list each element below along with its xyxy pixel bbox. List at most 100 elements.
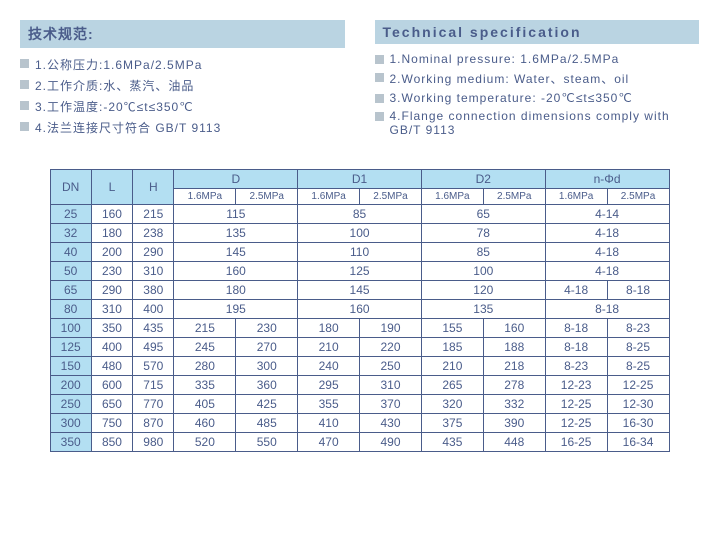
bullet-icon	[375, 55, 384, 64]
table-cell: 360	[236, 376, 298, 395]
spec-item: 2.工作介质:水、蒸汽、油品	[20, 75, 345, 96]
bullet-icon	[20, 59, 29, 68]
table-body: 2516021511585654-1432180238135100784-184…	[50, 205, 669, 452]
table-cell: 550	[236, 433, 298, 452]
table-cell: 240	[298, 357, 360, 376]
table-cell: 310	[360, 376, 422, 395]
spec-item: 3.Working temperature: -20℃≤t≤350℃	[375, 89, 700, 107]
table-row: 803104001951601358-18	[50, 300, 669, 319]
table-cell: 16-30	[607, 414, 669, 433]
table-row: 30075087046048541043037539012-2516-30	[50, 414, 669, 433]
table-cell: 125	[298, 262, 422, 281]
table-cell: 980	[133, 433, 174, 452]
th-sub: 2.5MPa	[607, 189, 669, 205]
th-sub: 1.6MPa	[545, 189, 607, 205]
table-cell: 238	[133, 224, 174, 243]
table-cell: 40	[50, 243, 91, 262]
table-cell: 570	[133, 357, 174, 376]
th-l: L	[91, 170, 132, 205]
table-cell: 870	[133, 414, 174, 433]
table-cell: 300	[50, 414, 91, 433]
th-dn: DN	[50, 170, 91, 205]
spec-header-en: Technical specification	[375, 20, 700, 44]
table-cell: 215	[133, 205, 174, 224]
table-cell: 400	[133, 300, 174, 319]
table-cell: 50	[50, 262, 91, 281]
spec-item-text: 2.Working medium: Water、steam、oil	[390, 70, 630, 87]
table-cell: 16-34	[607, 433, 669, 452]
table-cell: 300	[236, 357, 298, 376]
bullet-icon	[375, 112, 384, 121]
th-sub: 2.5MPa	[360, 189, 422, 205]
bullet-icon	[375, 94, 384, 103]
spec-item-text: 2.工作介质:水、蒸汽、油品	[35, 77, 194, 94]
table-row: 502303101601251004-18	[50, 262, 669, 281]
spec-item-text: 1.Nominal pressure: 1.6MPa/2.5MPa	[390, 52, 620, 66]
table-row: 652903801801451204-188-18	[50, 281, 669, 300]
table-cell: 295	[298, 376, 360, 395]
th-sub: 2.5MPa	[236, 189, 298, 205]
table-cell: 188	[483, 338, 545, 357]
spec-list-en: 1.Nominal pressure: 1.6MPa/2.5MPa 2.Worki…	[375, 50, 700, 139]
table-cell: 65	[421, 205, 545, 224]
table-cell: 650	[91, 395, 132, 414]
table-cell: 25	[50, 205, 91, 224]
table-cell: 495	[133, 338, 174, 357]
table-cell: 470	[298, 433, 360, 452]
table-cell: 12-30	[607, 395, 669, 414]
table-cell: 390	[483, 414, 545, 433]
table-cell: 435	[421, 433, 483, 452]
table-cell: 110	[298, 243, 422, 262]
table-cell: 435	[133, 319, 174, 338]
spec-item: 1.公称压力:1.6MPa/2.5MPa	[20, 54, 345, 75]
table-cell: 320	[421, 395, 483, 414]
table-cell: 65	[50, 281, 91, 300]
table-cell: 8-18	[545, 338, 607, 357]
table-cell: 32	[50, 224, 91, 243]
table-cell: 200	[91, 243, 132, 262]
table-cell: 12-25	[607, 376, 669, 395]
table-cell: 160	[91, 205, 132, 224]
table-cell: 100	[298, 224, 422, 243]
th-sub: 2.5MPa	[483, 189, 545, 205]
table-cell: 460	[174, 414, 236, 433]
table-cell: 485	[236, 414, 298, 433]
table-row: 25065077040542535537032033212-2512-30	[50, 395, 669, 414]
table-cell: 180	[298, 319, 360, 338]
table-cell: 230	[91, 262, 132, 281]
table-cell: 200	[50, 376, 91, 395]
table-row: 1003504352152301801901551608-188-23	[50, 319, 669, 338]
table-cell: 750	[91, 414, 132, 433]
table-cell: 185	[421, 338, 483, 357]
spec-item: 4.法兰连接尺寸符合 GB/T 9113	[20, 117, 345, 138]
bullet-icon	[375, 73, 384, 82]
th-nd: n-Φd	[545, 170, 669, 189]
table-cell: 490	[360, 433, 422, 452]
table-cell: 100	[50, 319, 91, 338]
table-cell: 218	[483, 357, 545, 376]
table-cell: 400	[91, 338, 132, 357]
bullet-icon	[20, 122, 29, 131]
table-cell: 332	[483, 395, 545, 414]
table-cell: 250	[360, 357, 422, 376]
spec-item-text: 3.Working temperature: -20℃≤t≤350℃	[390, 91, 633, 105]
th-d2: D2	[421, 170, 545, 189]
table-cell: 8-18	[545, 300, 669, 319]
table-row: 32180238135100784-18	[50, 224, 669, 243]
table-cell: 215	[174, 319, 236, 338]
table-cell: 210	[421, 357, 483, 376]
table-cell: 8-18	[607, 281, 669, 300]
table-header-row-1: DN L H D D1 D2 n-Φd	[50, 170, 669, 189]
table-cell: 278	[483, 376, 545, 395]
table-cell: 160	[298, 300, 422, 319]
table-cell: 265	[421, 376, 483, 395]
table-cell: 230	[236, 319, 298, 338]
table-cell: 335	[174, 376, 236, 395]
table-cell: 280	[174, 357, 236, 376]
table-cell: 125	[50, 338, 91, 357]
specs-row: 技术规范: 1.公称压力:1.6MPa/2.5MPa2.工作介质:水、蒸汽、油品…	[20, 20, 699, 139]
table-cell: 180	[174, 281, 298, 300]
spec-list-cn: 1.公称压力:1.6MPa/2.5MPa2.工作介质:水、蒸汽、油品3.工作温度…	[20, 54, 345, 138]
spec-item: 4.Flange connection dimensions comply wi…	[375, 107, 700, 139]
spec-block-cn: 技术规范: 1.公称压力:1.6MPa/2.5MPa2.工作介质:水、蒸汽、油品…	[20, 20, 345, 139]
